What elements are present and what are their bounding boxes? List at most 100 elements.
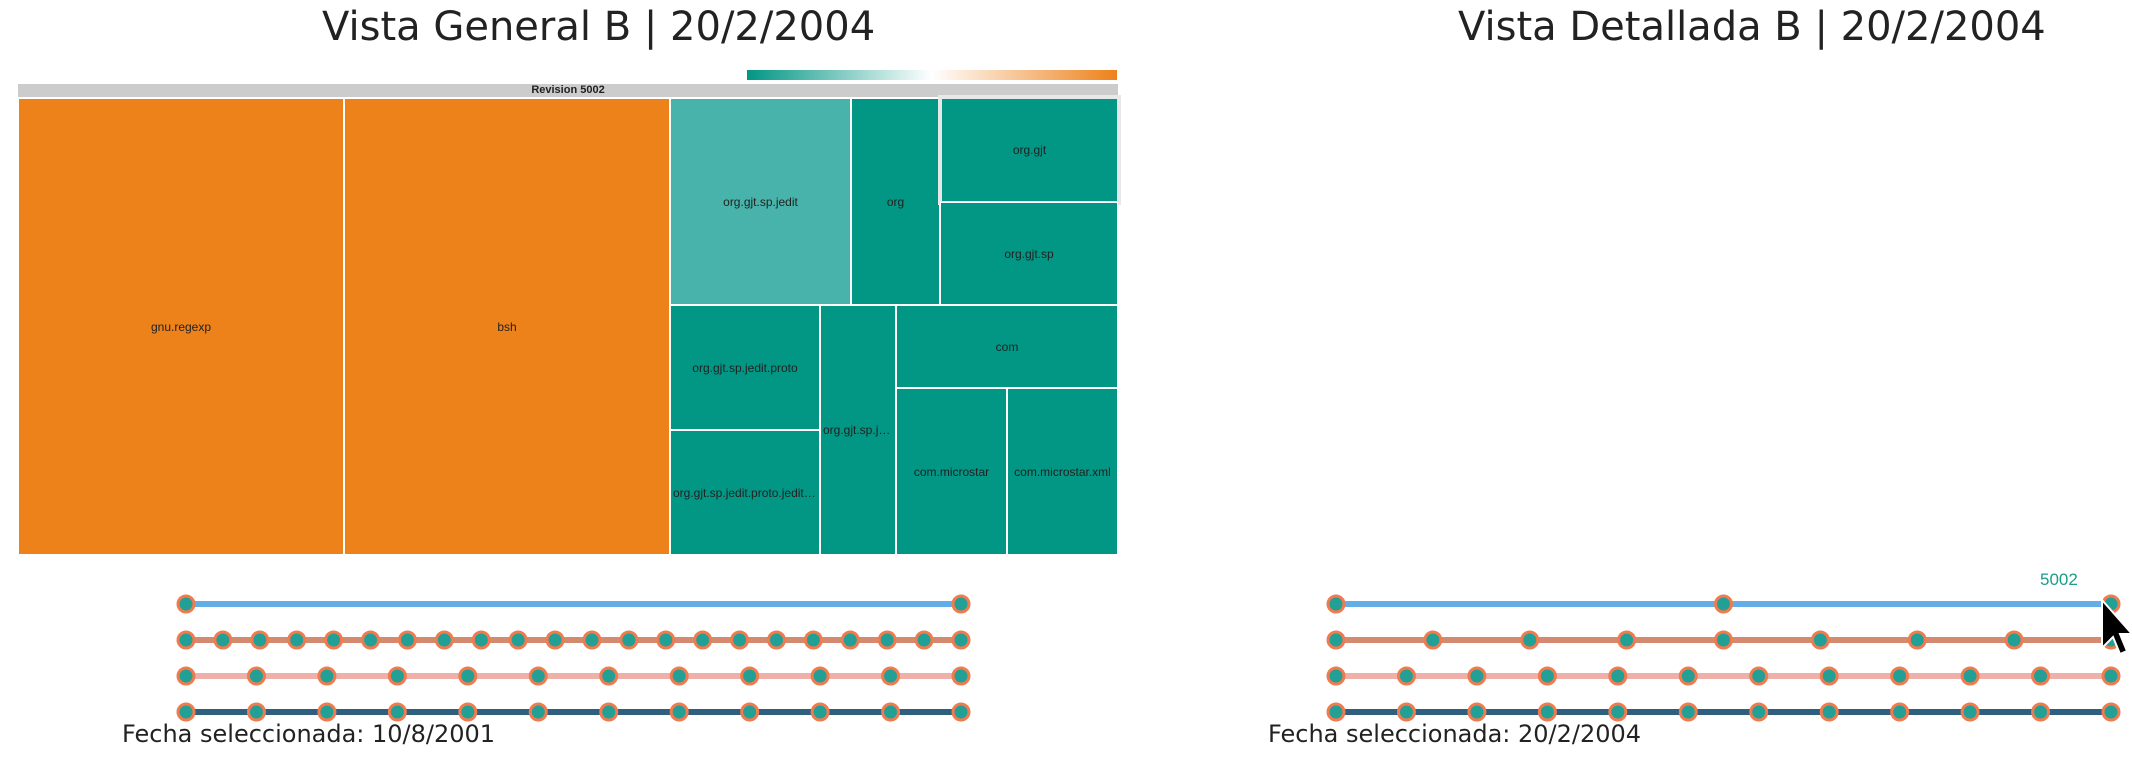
detail-timeline-dot[interactable] bbox=[1749, 666, 1769, 686]
overview-timeline-dot[interactable] bbox=[287, 630, 307, 650]
detail-timeline-dot[interactable] bbox=[1890, 666, 1910, 686]
treemap-cell-org-gjt[interactable]: org.gjt bbox=[938, 95, 1121, 205]
overview-timeline-dot[interactable] bbox=[246, 702, 266, 722]
detail-timeline-dot[interactable] bbox=[2101, 702, 2121, 722]
overview-timeline-dot[interactable] bbox=[458, 702, 478, 722]
overview-timeline-dot[interactable] bbox=[434, 630, 454, 650]
detail-timeline-dot[interactable] bbox=[1714, 630, 1733, 650]
overview-timeline-dot[interactable] bbox=[387, 702, 407, 722]
overview-timeline-dot[interactable] bbox=[599, 702, 619, 722]
overview-timeline-dot[interactable] bbox=[810, 666, 830, 686]
treemap-cell-com[interactable]: com bbox=[896, 305, 1118, 388]
detail-timeline-dot[interactable] bbox=[2004, 630, 2024, 650]
overview-timeline-dot[interactable] bbox=[881, 702, 901, 722]
detail-timeline-dot[interactable] bbox=[1678, 702, 1698, 722]
overview-timeline-dot[interactable] bbox=[951, 702, 971, 722]
treemap-cell-com-microstar-xml[interactable]: com.microstar.xml bbox=[1007, 388, 1118, 555]
treemap-cell-org-gjt-sp-je[interactable]: org.gjt.sp.je… bbox=[820, 305, 896, 555]
treemap-cell-org[interactable]: org bbox=[851, 98, 940, 305]
detail-timeline-dot[interactable] bbox=[1467, 702, 1487, 722]
overview-timeline-dot[interactable] bbox=[951, 594, 971, 614]
overview-timeline-dot[interactable] bbox=[840, 630, 860, 650]
overview-timeline-dot[interactable] bbox=[176, 666, 196, 686]
overview-timeline-dot[interactable] bbox=[508, 630, 528, 650]
overview-timeline-dot[interactable] bbox=[914, 630, 934, 650]
detail-timeline-dot[interactable] bbox=[1819, 666, 1839, 686]
detail-timeline-dot[interactable] bbox=[1678, 666, 1698, 686]
overview-timeline-dot[interactable] bbox=[810, 702, 830, 722]
overview-timeline-dot[interactable] bbox=[176, 702, 196, 722]
overview-timeline-dot[interactable] bbox=[803, 630, 823, 650]
detail-timeline-dot[interactable] bbox=[1907, 630, 1927, 650]
treemap-cell-org-gjt-sp-jedit-proto[interactable]: org.gjt.sp.jedit.proto bbox=[670, 305, 820, 430]
revision-bar: Revision 5002 bbox=[18, 84, 1118, 97]
detail-timeline-dot[interactable] bbox=[1326, 594, 1346, 614]
overview-timeline-dot[interactable] bbox=[387, 666, 407, 686]
detail-timelines bbox=[1326, 594, 2121, 722]
overview-timeline-dot[interactable] bbox=[599, 666, 619, 686]
detail-timeline-dot[interactable] bbox=[2031, 702, 2051, 722]
detail-timeline-dot[interactable] bbox=[2031, 666, 2051, 686]
detail-timeline-dot[interactable] bbox=[1617, 630, 1637, 650]
detail-timeline-dot[interactable] bbox=[1326, 702, 1346, 722]
detail-timeline-dot[interactable] bbox=[1890, 702, 1910, 722]
detail-timeline-dot[interactable] bbox=[1819, 702, 1839, 722]
overview-timeline-dot[interactable] bbox=[528, 666, 548, 686]
detail-timeline-dot[interactable] bbox=[1749, 702, 1769, 722]
overview-timeline-dot[interactable] bbox=[656, 630, 676, 650]
detail-timeline-dot[interactable] bbox=[1960, 666, 1980, 686]
overview-timeline-dot[interactable] bbox=[176, 630, 196, 650]
overview-timeline-dot[interactable] bbox=[669, 666, 689, 686]
detail-timeline-dot[interactable] bbox=[1608, 702, 1628, 722]
overview-timeline-dot[interactable] bbox=[582, 630, 602, 650]
overview-timeline-dot[interactable] bbox=[250, 630, 270, 650]
overview-timeline-dot[interactable] bbox=[881, 666, 901, 686]
detail-timeline-dot[interactable] bbox=[1467, 666, 1487, 686]
detail-timeline-dot[interactable] bbox=[1326, 630, 1346, 650]
overview-timeline-dot[interactable] bbox=[669, 702, 689, 722]
detail-timeline-dot[interactable] bbox=[1714, 594, 1733, 614]
overview-timeline-dot[interactable] bbox=[176, 594, 196, 614]
detail-timeline-dot[interactable] bbox=[1537, 666, 1557, 686]
overview-timeline-dot[interactable] bbox=[877, 630, 897, 650]
revision-number: 5002 bbox=[2040, 570, 2078, 589]
detail-timeline-dot[interactable] bbox=[1608, 666, 1628, 686]
overview-timeline-dot[interactable] bbox=[317, 702, 337, 722]
overview-timeline-dot[interactable] bbox=[619, 630, 639, 650]
overview-timeline-dot[interactable] bbox=[246, 666, 266, 686]
detail-timeline-dot[interactable] bbox=[1423, 630, 1443, 650]
overview-timeline-dot[interactable] bbox=[740, 666, 760, 686]
overview-timeline-dot[interactable] bbox=[458, 666, 478, 686]
detail-timeline-dot[interactable] bbox=[1810, 630, 1830, 650]
overview-timeline-dot[interactable] bbox=[324, 630, 344, 650]
detail-title: Vista Detallada B | 20/2/2004 bbox=[1458, 4, 2046, 50]
overview-timeline-dot[interactable] bbox=[740, 702, 760, 722]
treemap-cell-bsh[interactable]: bsh bbox=[344, 98, 670, 555]
overview-timeline-dot[interactable] bbox=[397, 630, 417, 650]
overview-timeline-dot[interactable] bbox=[766, 630, 786, 650]
detail-timeline-dot[interactable] bbox=[1537, 702, 1557, 722]
overview-timeline-dot[interactable] bbox=[545, 630, 565, 650]
overview-timeline-dot[interactable] bbox=[693, 630, 713, 650]
detail-timeline-dot[interactable] bbox=[1396, 702, 1416, 722]
detail-timeline-dot[interactable] bbox=[2101, 666, 2121, 686]
detail-timeline-dot[interactable] bbox=[1396, 666, 1416, 686]
overview-timeline-dot[interactable] bbox=[730, 630, 750, 650]
treemap-cell-org-gjt-sp[interactable]: org.gjt.sp bbox=[940, 202, 1118, 305]
overview-timeline-dot[interactable] bbox=[361, 630, 381, 650]
treemap-cell-org-gjt-sp-jedit-proto-jeditr[interactable]: org.gjt.sp.jedit.proto.jeditr… bbox=[670, 430, 820, 555]
detail-timeline-dot[interactable] bbox=[1326, 666, 1346, 686]
overview-timeline-dot[interactable] bbox=[471, 630, 491, 650]
treemap-cell-org-gjt-sp-jedit[interactable]: org.gjt.sp.jedit bbox=[670, 98, 851, 305]
detail-timeline-dot[interactable] bbox=[1960, 702, 1980, 722]
overview-timeline-dot[interactable] bbox=[528, 702, 548, 722]
overview-timeline-dot[interactable] bbox=[213, 630, 233, 650]
overview-selected-date: Fecha seleccionada: 10/8/2001 bbox=[122, 720, 496, 748]
treemap-cell-com-microstar[interactable]: com.microstar bbox=[896, 388, 1007, 555]
detail-timeline-dot[interactable] bbox=[1520, 630, 1540, 650]
cell-label: org.gjt.sp.je… bbox=[823, 423, 895, 437]
overview-timeline-dot[interactable] bbox=[317, 666, 337, 686]
overview-timeline-dot[interactable] bbox=[951, 630, 971, 650]
overview-timeline-dot[interactable] bbox=[951, 666, 971, 686]
treemap-cell-gnu-regexp[interactable]: gnu.regexp bbox=[18, 98, 344, 555]
